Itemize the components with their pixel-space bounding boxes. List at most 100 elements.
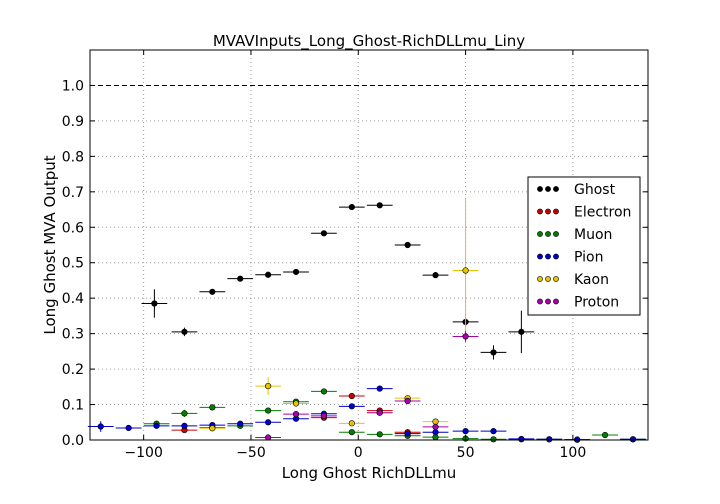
y-tick-label: 0.5	[62, 256, 84, 272]
data-point	[237, 275, 244, 282]
data-point	[629, 436, 637, 443]
data-point	[348, 403, 355, 410]
data-point	[97, 423, 104, 430]
y-tick-label: 0.1	[62, 398, 84, 414]
data-point	[432, 272, 439, 279]
legend-marker	[537, 208, 543, 215]
data-point	[265, 383, 272, 390]
data-point	[320, 388, 328, 395]
x-tick-label: 50	[457, 445, 475, 461]
legend: Ghost Electron Muon Pion Kaon Proton	[527, 176, 641, 316]
x-tick-label: 0	[354, 445, 363, 461]
legend-marker	[545, 253, 551, 260]
data-point	[125, 424, 132, 432]
data-point	[292, 411, 300, 418]
data-point	[265, 434, 272, 441]
plot-frame	[89, 49, 649, 441]
data-point	[376, 431, 383, 438]
y-tick-label: 0.3	[62, 327, 84, 343]
data-point	[181, 328, 188, 335]
x-tick-label: 100	[560, 445, 587, 461]
legend-marker	[553, 253, 559, 260]
y-tick-label: 0.0	[62, 433, 84, 449]
data-point	[376, 202, 383, 209]
data-point	[265, 271, 272, 278]
legend-marker	[537, 231, 543, 237]
data-point	[462, 333, 469, 340]
legend-marker	[537, 253, 543, 260]
y-tick-label: 0.8	[62, 149, 84, 165]
legend-marker	[553, 208, 559, 215]
legend-marker	[545, 276, 551, 282]
legend-label: Kaon	[574, 272, 609, 288]
chart-title: MVAVInputs_Long_Ghost-RichDLLmu_Liny	[213, 32, 525, 51]
legend-marker	[545, 231, 551, 237]
data-point	[404, 430, 411, 437]
data-point	[518, 435, 525, 443]
data-point	[348, 420, 355, 427]
data-point	[348, 429, 355, 436]
data-point	[209, 404, 216, 411]
y-tick-label: 0.2	[62, 362, 84, 378]
data-point	[490, 428, 497, 435]
legend-marker	[553, 276, 559, 282]
data-point	[151, 300, 158, 307]
x-axis-label: Long Ghost RichDLLmu	[282, 464, 457, 482]
legend-label: Ghost	[574, 182, 616, 198]
data-point	[265, 407, 272, 414]
y-tick-label: 0.7	[62, 185, 84, 201]
data-point	[462, 428, 469, 435]
data-point	[292, 268, 300, 276]
data-point	[376, 409, 383, 416]
data-point	[432, 418, 439, 425]
legend-label: Pion	[574, 250, 603, 266]
data-point	[265, 419, 272, 426]
data-points	[87, 197, 646, 443]
data-point	[462, 267, 469, 274]
y-tick-label: 0.6	[62, 220, 84, 236]
data-point	[292, 400, 300, 407]
data-point	[320, 412, 328, 419]
y-tick-label: 0.4	[62, 291, 84, 307]
legend-marker	[553, 298, 559, 305]
data-point	[490, 349, 497, 356]
legend-label: Proton	[574, 295, 619, 311]
y-tick-label: 1.0	[62, 78, 84, 94]
data-point	[320, 230, 328, 237]
legend-marker	[537, 186, 543, 192]
data-point	[546, 436, 553, 443]
data-point	[404, 241, 411, 249]
data-point	[432, 423, 439, 430]
axis-ticks: −100 −50 0 50 100 0.0 0.1 0.2 0.3 0.4 0.5 0.6 0.7 0.8…	[62, 50, 648, 461]
legend-marker	[537, 298, 543, 305]
data-point	[432, 429, 439, 436]
y-tick-label: 0.9	[62, 114, 84, 130]
legend-marker	[553, 186, 559, 192]
legend-marker	[553, 231, 559, 237]
data-point	[601, 431, 609, 439]
data-point	[376, 385, 383, 392]
data-point	[181, 410, 188, 417]
legend-box	[527, 176, 641, 316]
data-point	[518, 328, 525, 335]
legend-marker	[545, 208, 551, 215]
data-point	[490, 436, 497, 443]
data-point	[348, 203, 355, 211]
data-point	[209, 425, 216, 432]
y-axis-label: Long Ghost MVA Output	[41, 155, 59, 334]
series-proton	[255, 331, 479, 441]
legend-marker	[545, 298, 551, 305]
legend-label: Electron	[574, 205, 631, 221]
data-point	[404, 397, 411, 405]
data-point	[209, 288, 216, 295]
legend-marker	[537, 276, 543, 282]
legend-marker	[545, 186, 551, 192]
legend-label: Muon	[574, 227, 612, 243]
data-point	[237, 420, 244, 427]
data-point	[348, 392, 355, 400]
data-point	[153, 422, 160, 429]
x-tick-label: −50	[236, 445, 266, 461]
x-tick-label: −100	[124, 445, 162, 461]
data-point	[181, 422, 188, 429]
